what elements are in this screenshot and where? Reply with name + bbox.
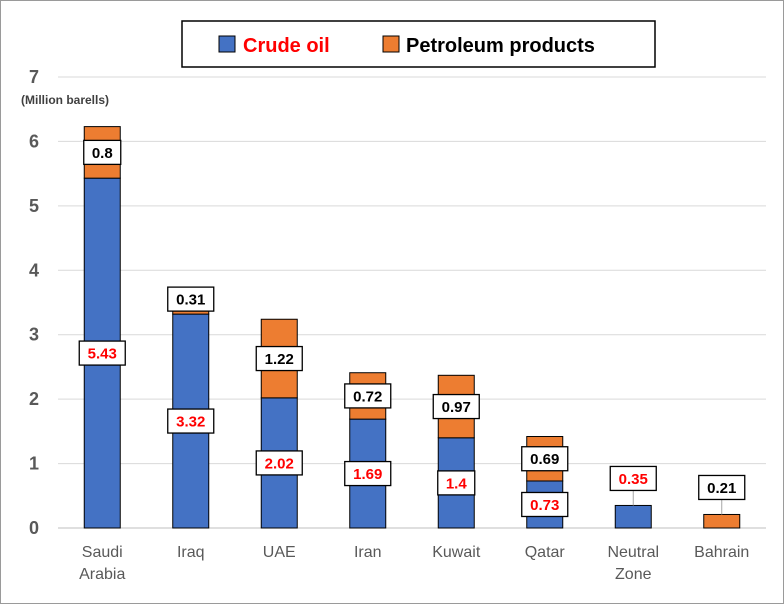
x-tick-label: Neutral xyxy=(607,544,659,561)
data-label-crude-oil: 3.32 xyxy=(176,414,205,431)
bar-crude-oil xyxy=(614,504,652,529)
bar-petroleum-products xyxy=(703,513,741,529)
data-label-petroleum-products-box xyxy=(344,383,392,409)
data-label-petroleum-products: 0.72 xyxy=(353,388,382,405)
data-label-petroleum-products-box xyxy=(432,393,480,420)
data-label-petroleum-products-box xyxy=(521,446,569,472)
x-tick-label: Kuwait xyxy=(432,544,481,561)
data-label-crude-oil-box xyxy=(437,470,476,496)
y-tick-label: 1 xyxy=(29,454,39,474)
data-label-crude-oil: 1.4 xyxy=(446,475,468,492)
legend-swatch-crude-oil xyxy=(218,35,236,53)
data-label-petroleum-products: 0.97 xyxy=(442,399,471,416)
data-label-crude-oil: 5.43 xyxy=(88,346,117,363)
x-tick-label: Arabia xyxy=(79,566,125,583)
data-label-crude-oil-box xyxy=(609,465,657,492)
y-tick-label: 0 xyxy=(29,518,39,538)
y-tick-label: 2 xyxy=(29,389,39,409)
legend-swatch-petroleum-products xyxy=(382,35,400,53)
data-label-petroleum-products: 0.8 xyxy=(92,145,113,162)
legend-label-crude-oil: Crude oil xyxy=(243,35,330,57)
x-tick-label: Iraq xyxy=(177,544,205,561)
x-tick-label: Bahrain xyxy=(694,544,749,561)
data-label-petroleum-products-box xyxy=(83,139,122,166)
data-label-petroleum-products: 1.22 xyxy=(265,351,294,368)
y-tick-label: 4 xyxy=(29,260,39,280)
data-label-crude-oil-box xyxy=(78,340,126,366)
x-tick-label: Iran xyxy=(354,544,382,561)
y-tick-label: 3 xyxy=(29,325,39,345)
x-tick-label: UAE xyxy=(263,544,296,561)
legend-box xyxy=(181,20,656,68)
data-label-crude-oil: 0.73 xyxy=(530,497,559,514)
data-label-petroleum-products-box xyxy=(698,474,746,501)
y-tick-label: 6 xyxy=(29,131,39,151)
data-label-petroleum-products-box xyxy=(255,345,303,372)
data-label-crude-oil-box xyxy=(167,408,215,434)
data-label-crude-oil: 1.69 xyxy=(353,466,382,483)
data-label-petroleum-products: 0.21 xyxy=(707,480,736,497)
y-tick-label: 5 xyxy=(29,196,39,216)
x-tick-label: Saudi xyxy=(82,544,123,561)
x-tick-label: Zone xyxy=(615,566,652,583)
x-tick-label: Qatar xyxy=(525,544,566,561)
data-label-crude-oil-box xyxy=(521,491,569,518)
y-tick-label: 7 xyxy=(29,67,39,87)
data-label-crude-oil: 0.35 xyxy=(619,471,648,488)
data-label-petroleum-products-box xyxy=(167,286,215,312)
data-label-crude-oil: 2.02 xyxy=(265,455,294,472)
legend-label-petroleum-products: Petroleum products xyxy=(406,35,595,57)
y-axis-unit-label: (Million barells) xyxy=(21,93,109,107)
data-label-petroleum-products: 0.69 xyxy=(530,451,559,468)
data-label-petroleum-products: 0.31 xyxy=(176,292,205,309)
data-label-crude-oil-box xyxy=(255,450,303,476)
data-label-crude-oil-box xyxy=(344,460,392,487)
